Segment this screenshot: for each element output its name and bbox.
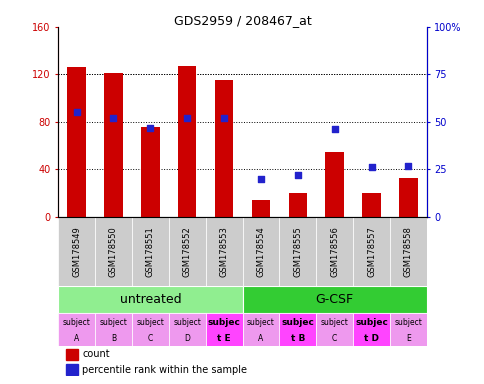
Text: D: D: [184, 334, 190, 343]
Bar: [352, 217, 389, 286]
Bar: [65, 364, 78, 375]
Bar: [362, 193, 380, 217]
Bar: [58, 313, 95, 346]
Bar: [242, 217, 279, 286]
Bar: [242, 313, 279, 346]
Bar: [214, 80, 233, 217]
Text: E: E: [405, 334, 410, 343]
Text: subjec: subjec: [354, 318, 387, 327]
Text: GSM178549: GSM178549: [72, 226, 81, 277]
Bar: [316, 313, 352, 346]
Bar: [95, 217, 132, 286]
Text: GSM178550: GSM178550: [109, 226, 118, 277]
Text: A: A: [74, 334, 79, 343]
Point: [109, 115, 117, 121]
Bar: [205, 217, 242, 286]
Bar: [168, 217, 205, 286]
Text: subject: subject: [246, 318, 274, 327]
Point: [330, 126, 338, 132]
Text: subject: subject: [99, 318, 127, 327]
Text: t D: t D: [363, 334, 378, 343]
Text: C: C: [148, 334, 152, 343]
Text: GSM178555: GSM178555: [293, 226, 302, 277]
Bar: [288, 193, 306, 217]
Bar: [279, 313, 316, 346]
Bar: [316, 217, 352, 286]
Point: [257, 176, 264, 182]
Point: [146, 124, 154, 131]
Text: G-CSF: G-CSF: [315, 293, 353, 306]
Text: GSM178554: GSM178554: [256, 226, 265, 277]
Bar: [58, 217, 95, 286]
Bar: [168, 313, 205, 346]
Bar: [242, 286, 426, 313]
Bar: [389, 313, 426, 346]
Point: [183, 115, 191, 121]
Bar: [58, 286, 242, 313]
Text: t E: t E: [217, 334, 230, 343]
Text: A: A: [258, 334, 263, 343]
Text: GSM178556: GSM178556: [330, 226, 338, 277]
Point: [73, 109, 80, 116]
Text: GSM178557: GSM178557: [366, 226, 375, 277]
Point: [293, 172, 301, 178]
Bar: [132, 313, 168, 346]
Bar: [352, 313, 389, 346]
Text: count: count: [82, 349, 109, 359]
Bar: [141, 127, 159, 217]
Bar: [178, 66, 196, 217]
Text: subject: subject: [136, 318, 164, 327]
Text: GSM178552: GSM178552: [182, 226, 191, 277]
Bar: [67, 67, 86, 217]
Text: GSM178553: GSM178553: [219, 226, 228, 277]
Bar: [65, 349, 78, 359]
Title: GDS2959 / 208467_at: GDS2959 / 208467_at: [173, 14, 311, 27]
Text: untreated: untreated: [119, 293, 181, 306]
Bar: [325, 152, 343, 217]
Text: percentile rank within the sample: percentile rank within the sample: [82, 365, 247, 375]
Text: subject: subject: [62, 318, 91, 327]
Bar: [95, 313, 132, 346]
Point: [404, 162, 411, 169]
Text: t B: t B: [290, 334, 304, 343]
Point: [367, 164, 375, 170]
Text: subject: subject: [173, 318, 201, 327]
Text: subjec: subjec: [207, 318, 240, 327]
Bar: [132, 217, 168, 286]
Text: B: B: [111, 334, 116, 343]
Point: [220, 115, 227, 121]
Text: subject: subject: [393, 318, 422, 327]
Bar: [251, 200, 270, 217]
Text: subjec: subjec: [281, 318, 314, 327]
Bar: [205, 313, 242, 346]
Text: GSM178558: GSM178558: [403, 226, 412, 277]
Bar: [104, 73, 122, 217]
Bar: [389, 217, 426, 286]
Text: subject: subject: [320, 318, 348, 327]
Bar: [279, 217, 316, 286]
Bar: [398, 178, 417, 217]
Text: C: C: [332, 334, 336, 343]
Text: GSM178551: GSM178551: [146, 226, 154, 277]
